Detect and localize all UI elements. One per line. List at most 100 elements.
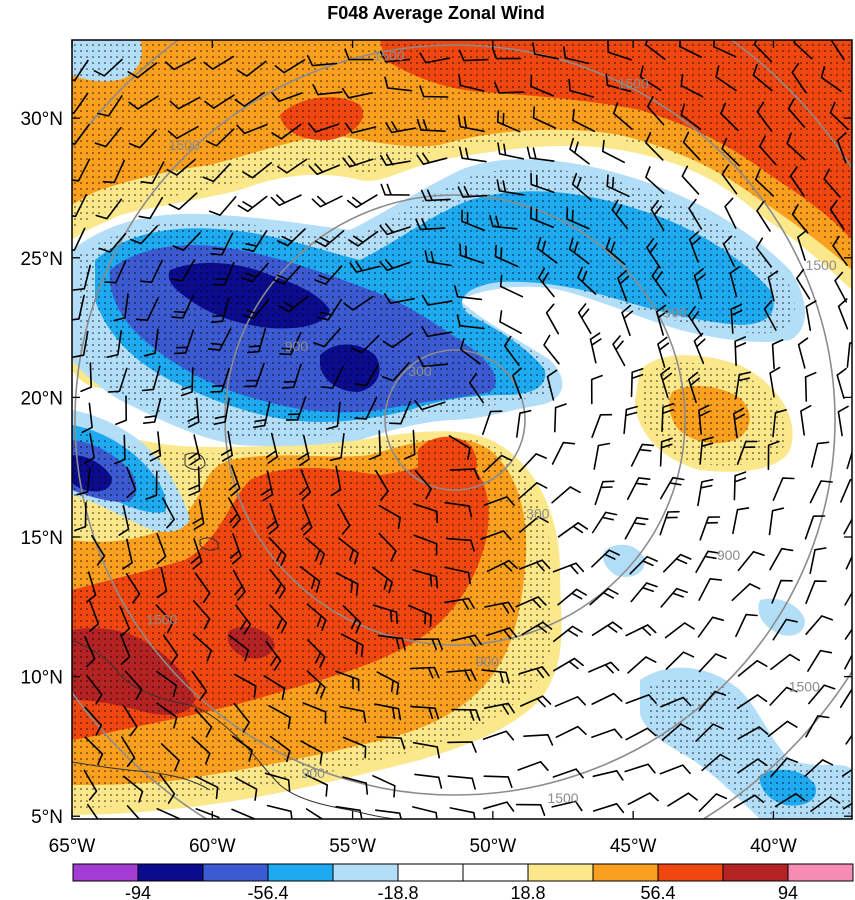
wind-barb-435 (698, 690, 727, 711)
wind-barb-410 (588, 661, 620, 674)
wind-barb-389 (625, 624, 657, 637)
wind-barb-482 (804, 759, 834, 777)
colorbar-swatch (202, 863, 269, 882)
wind-barb-401 (263, 675, 286, 701)
contour-label: 1500 (373, 47, 404, 63)
wind-barb-97 (380, 183, 410, 196)
colorbar-label: -94 (125, 883, 151, 900)
wind-barb-312 (229, 533, 242, 565)
wind-barb-416 (807, 649, 833, 672)
wind-barb-161 (316, 298, 343, 321)
wind-barb-28 (271, 92, 303, 103)
wind-barb-254 (516, 409, 532, 438)
wind-barb-358 (306, 603, 327, 631)
wind-barb-490 (305, 808, 324, 819)
wind-barb-138 (272, 265, 301, 285)
wind-barb-418 (84, 706, 103, 736)
wind-barb-331 (125, 572, 141, 604)
wind-barb-36 (568, 78, 595, 98)
wind-barb-71 (242, 162, 273, 179)
wind-barb-301 (626, 477, 651, 500)
wind-barb-108 (789, 166, 805, 197)
wind-barb-505 (842, 802, 852, 810)
wind-barb-41 (752, 64, 773, 92)
wind-barb-123 (530, 206, 554, 228)
wind-barb-263 (837, 405, 849, 437)
wind-barb-93 (237, 195, 268, 213)
wind-barb-6 (274, 59, 306, 74)
wind-barb-4 (203, 55, 235, 70)
wind-barb-135 (170, 259, 196, 282)
wind-barb-2 (127, 62, 158, 79)
wind-barb-496 (515, 803, 546, 816)
wind-barb-12 (491, 47, 522, 60)
wind-barb-404 (376, 671, 400, 696)
wind-barb-346 (663, 553, 692, 573)
wind-barb-464 (159, 773, 176, 804)
wind-barb-33 (458, 73, 485, 92)
colorbar-label: 18.8 (510, 883, 545, 900)
wind-barb-296 (444, 501, 473, 518)
wind-barb-502 (733, 794, 765, 809)
wind-barb-43 (820, 66, 842, 93)
wind-barb-129 (756, 201, 771, 232)
wind-barb-433 (625, 694, 657, 704)
wind-barb-278 (593, 442, 611, 470)
wind-barb-77 (459, 146, 487, 163)
wind-barb-375 (119, 633, 131, 665)
wind-barb-247 (266, 432, 279, 464)
wind-barb-286 (74, 501, 87, 532)
wind-barb-413 (698, 653, 727, 673)
wind-barb-222 (142, 397, 162, 424)
wind-barb-112 (130, 225, 159, 245)
chart-title: F048 Average Zonal Wind (327, 3, 545, 23)
height-contour-1500 (74, 44, 836, 796)
wind-barb-94 (270, 194, 302, 207)
wind-barb-207 (381, 362, 410, 382)
wind-barb-119 (379, 223, 411, 236)
wind-barb-230 (414, 400, 446, 411)
wind-barb-243 (114, 434, 126, 465)
wind-barb-227 (325, 401, 341, 430)
wind-barb-221 (115, 395, 127, 425)
wind-barb-87 (836, 132, 847, 164)
y-tick-label: 10°N (21, 668, 63, 689)
colorbar-label: -56.4 (247, 883, 288, 900)
coastline-south-america (72, 639, 396, 819)
wind-barb-10 (419, 52, 451, 64)
wind-barb-343 (552, 562, 585, 575)
wind-barb-204 (281, 363, 302, 389)
wind-barb-376 (162, 634, 179, 665)
wind-barb-229 (389, 400, 412, 425)
wind-barb-57 (532, 106, 557, 129)
wind-barb-320 (519, 516, 549, 533)
wind-barb-480 (737, 758, 768, 774)
wind-barb-345 (629, 555, 658, 575)
wind-barb-399 (191, 670, 207, 701)
wind-barb-461 (845, 734, 852, 745)
colorbar-label: -18.8 (377, 883, 418, 900)
wind-barb-324 (659, 510, 680, 536)
wind-barb-183 (313, 327, 341, 348)
wind-barb-187 (456, 314, 485, 330)
colorbar-swatch (462, 863, 529, 882)
wind-barb-307 (840, 479, 852, 503)
wind-barb-313 (268, 537, 287, 566)
wind-barb-253 (482, 410, 503, 435)
wind-barb-55 (457, 115, 485, 133)
wind-barb-406 (446, 669, 477, 682)
stipple-southeast-patch (648, 676, 852, 819)
wind-barb-374 (84, 636, 96, 668)
wind-barb-88 (72, 194, 87, 218)
wind-barb-395 (844, 628, 852, 640)
wind-barb-443 (191, 736, 211, 765)
wind-barb-172 (729, 266, 741, 298)
wind-barb-52 (345, 123, 377, 134)
wind-barb-130 (791, 204, 809, 234)
wind-barb-120 (415, 218, 446, 231)
wind-barb-300 (594, 480, 615, 506)
wind-barb-465 (195, 775, 219, 800)
contour-label: 300 (526, 505, 550, 521)
wind-barb-61 (680, 103, 702, 130)
wind-barb-13 (532, 42, 559, 60)
